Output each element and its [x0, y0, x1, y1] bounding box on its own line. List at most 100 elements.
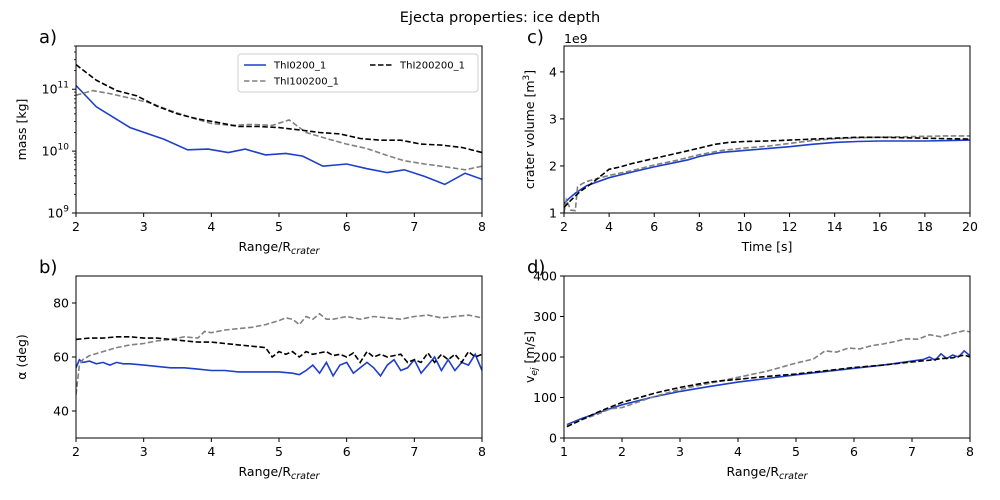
y-axis-label-main: v — [522, 375, 537, 383]
x-tick-label: 12 — [782, 219, 798, 234]
x-tick-label: 16 — [872, 219, 888, 234]
x-axis-label-main: Range/R — [239, 239, 292, 254]
x-tick-label: 8 — [478, 219, 486, 234]
x-tick-label: 2 — [618, 444, 626, 459]
x-tick-label: 6 — [343, 444, 351, 459]
x-axis-label: Range/Rcrater — [727, 464, 809, 482]
x-tick-label: 7 — [410, 219, 418, 234]
panel-letter: a) — [39, 27, 57, 48]
panel-letter: c) — [527, 27, 544, 48]
y-axis-label-main: mass [kg] — [14, 99, 29, 161]
y-tick-label: 100 — [533, 390, 557, 405]
x-tick-label: 4 — [207, 219, 215, 234]
series-line-ThI200200_1 — [566, 354, 970, 428]
y-axis-label-close: ] — [522, 70, 537, 75]
axis-offset-text: 1e9 — [564, 31, 588, 46]
y-tick-label: 4 — [549, 64, 557, 79]
y-axis-label-main: α (deg) — [14, 334, 29, 380]
series-line-ThI0200_1 — [76, 352, 482, 378]
series-line-ThI100200_1 — [76, 312, 482, 395]
chart-legend: ThI0200_1 ThI100200_1 ThI200200_1 — [237, 53, 479, 93]
y-tick-label: 0 — [549, 431, 557, 446]
x-tick-label: 6 — [650, 219, 658, 234]
y-axis-label-subscript: ej — [530, 367, 540, 376]
legend-frame — [237, 53, 479, 93]
x-tick-label: 3 — [140, 444, 148, 459]
y-tick-label: 1011 — [42, 81, 69, 97]
series-line-ThI200200_1 — [564, 136, 970, 208]
y-axis-label: crater volume [m3] — [522, 70, 537, 189]
x-tick-label: 10 — [736, 219, 752, 234]
y-tick-label: 200 — [533, 350, 557, 365]
x-tick-label: 3 — [140, 219, 148, 234]
panel-letter: b) — [39, 257, 57, 278]
x-tick-label: 3 — [676, 444, 684, 459]
x-axis-label-subscript: crater — [291, 246, 321, 257]
x-tick-label: 7 — [908, 444, 916, 459]
y-tick-base: 10 — [47, 206, 63, 221]
x-tick-label: 5 — [792, 444, 800, 459]
series-line-ThI100200_1 — [76, 89, 482, 171]
x-tick-label: 2 — [72, 444, 80, 459]
series-line-ThI200200_1 — [76, 336, 482, 364]
legend-label: ThI100200_1 — [273, 77, 339, 88]
y-tick-label: 1010 — [42, 143, 70, 159]
x-tick-label: 4 — [734, 444, 742, 459]
figure-title: Ejecta properties: ice depth — [400, 10, 601, 26]
x-axis-label-main: Range/R — [727, 464, 780, 479]
x-tick-label: 6 — [850, 444, 858, 459]
y-tick-label: 109 — [47, 205, 69, 221]
x-tick-label: 6 — [343, 219, 351, 234]
y-tick-label: 80 — [53, 296, 69, 311]
y-tick-label: 300 — [533, 309, 557, 324]
legend-label: ThI200200_1 — [399, 61, 465, 72]
x-tick-label: 20 — [962, 219, 978, 234]
series-line-ThI0200_1 — [564, 139, 970, 205]
x-tick-label: 4 — [207, 444, 215, 459]
x-axis-label-main: Time [s] — [741, 239, 793, 254]
legend-label: ThI0200_1 — [273, 61, 326, 72]
chart-panel-b: 2 3 4 5 6 7 8 40 60 80 Range/Rcrater α (deg) b) — [14, 257, 486, 482]
y-axis-label: mass [kg] — [14, 99, 29, 161]
y-tick-exponent: 10 — [58, 143, 70, 153]
x-tick-label: 8 — [695, 219, 703, 234]
y-axis-label-close: [m/s] — [522, 331, 537, 368]
plot-frame — [563, 45, 971, 214]
y-tick-label: 3 — [549, 111, 557, 126]
x-tick-label: 2 — [560, 219, 568, 234]
x-tick-label: 2 — [72, 219, 80, 234]
x-tick-label: 8 — [478, 444, 486, 459]
x-tick-label: 8 — [966, 444, 974, 459]
y-axis-label: vej [m/s] — [522, 331, 540, 383]
x-tick-label: 1 — [560, 444, 568, 459]
x-tick-label: 14 — [827, 219, 843, 234]
x-axis-label-main: Range/R — [239, 464, 292, 479]
x-axis-label-subscript: crater — [779, 471, 809, 482]
y-tick-base: 10 — [42, 144, 58, 159]
y-tick-label: 1 — [549, 206, 557, 221]
series-line-ThI0200_1 — [76, 84, 482, 186]
y-tick-label: 400 — [533, 269, 557, 284]
series-line-ThI0200_1 — [566, 349, 970, 426]
x-axis-label-subscript: crater — [291, 471, 321, 482]
x-tick-label: 18 — [917, 219, 933, 234]
x-axis-label: Time [s] — [741, 239, 793, 254]
x-axis-label: Range/Rcrater — [239, 464, 321, 482]
y-tick-base: 10 — [42, 82, 58, 97]
panel-letter: d) — [527, 257, 545, 278]
x-tick-label: 5 — [275, 444, 283, 459]
chart-panel-d: 1 2 3 4 5 6 7 8 0 100 200 300 400 Range/Rcrater vej [m… — [522, 257, 974, 482]
x-tick-label: 4 — [605, 219, 613, 234]
series-line-ThI200200_1 — [76, 63, 482, 154]
plot-frame — [563, 275, 971, 439]
y-tick-label: 60 — [53, 350, 69, 365]
x-tick-label: 7 — [410, 444, 418, 459]
plot-frame — [75, 275, 483, 439]
y-tick-label: 2 — [549, 158, 557, 173]
series-line-ThI100200_1 — [566, 329, 970, 427]
y-axis-label-superscript: 3 — [522, 75, 532, 81]
y-tick-exponent: 9 — [63, 205, 69, 215]
